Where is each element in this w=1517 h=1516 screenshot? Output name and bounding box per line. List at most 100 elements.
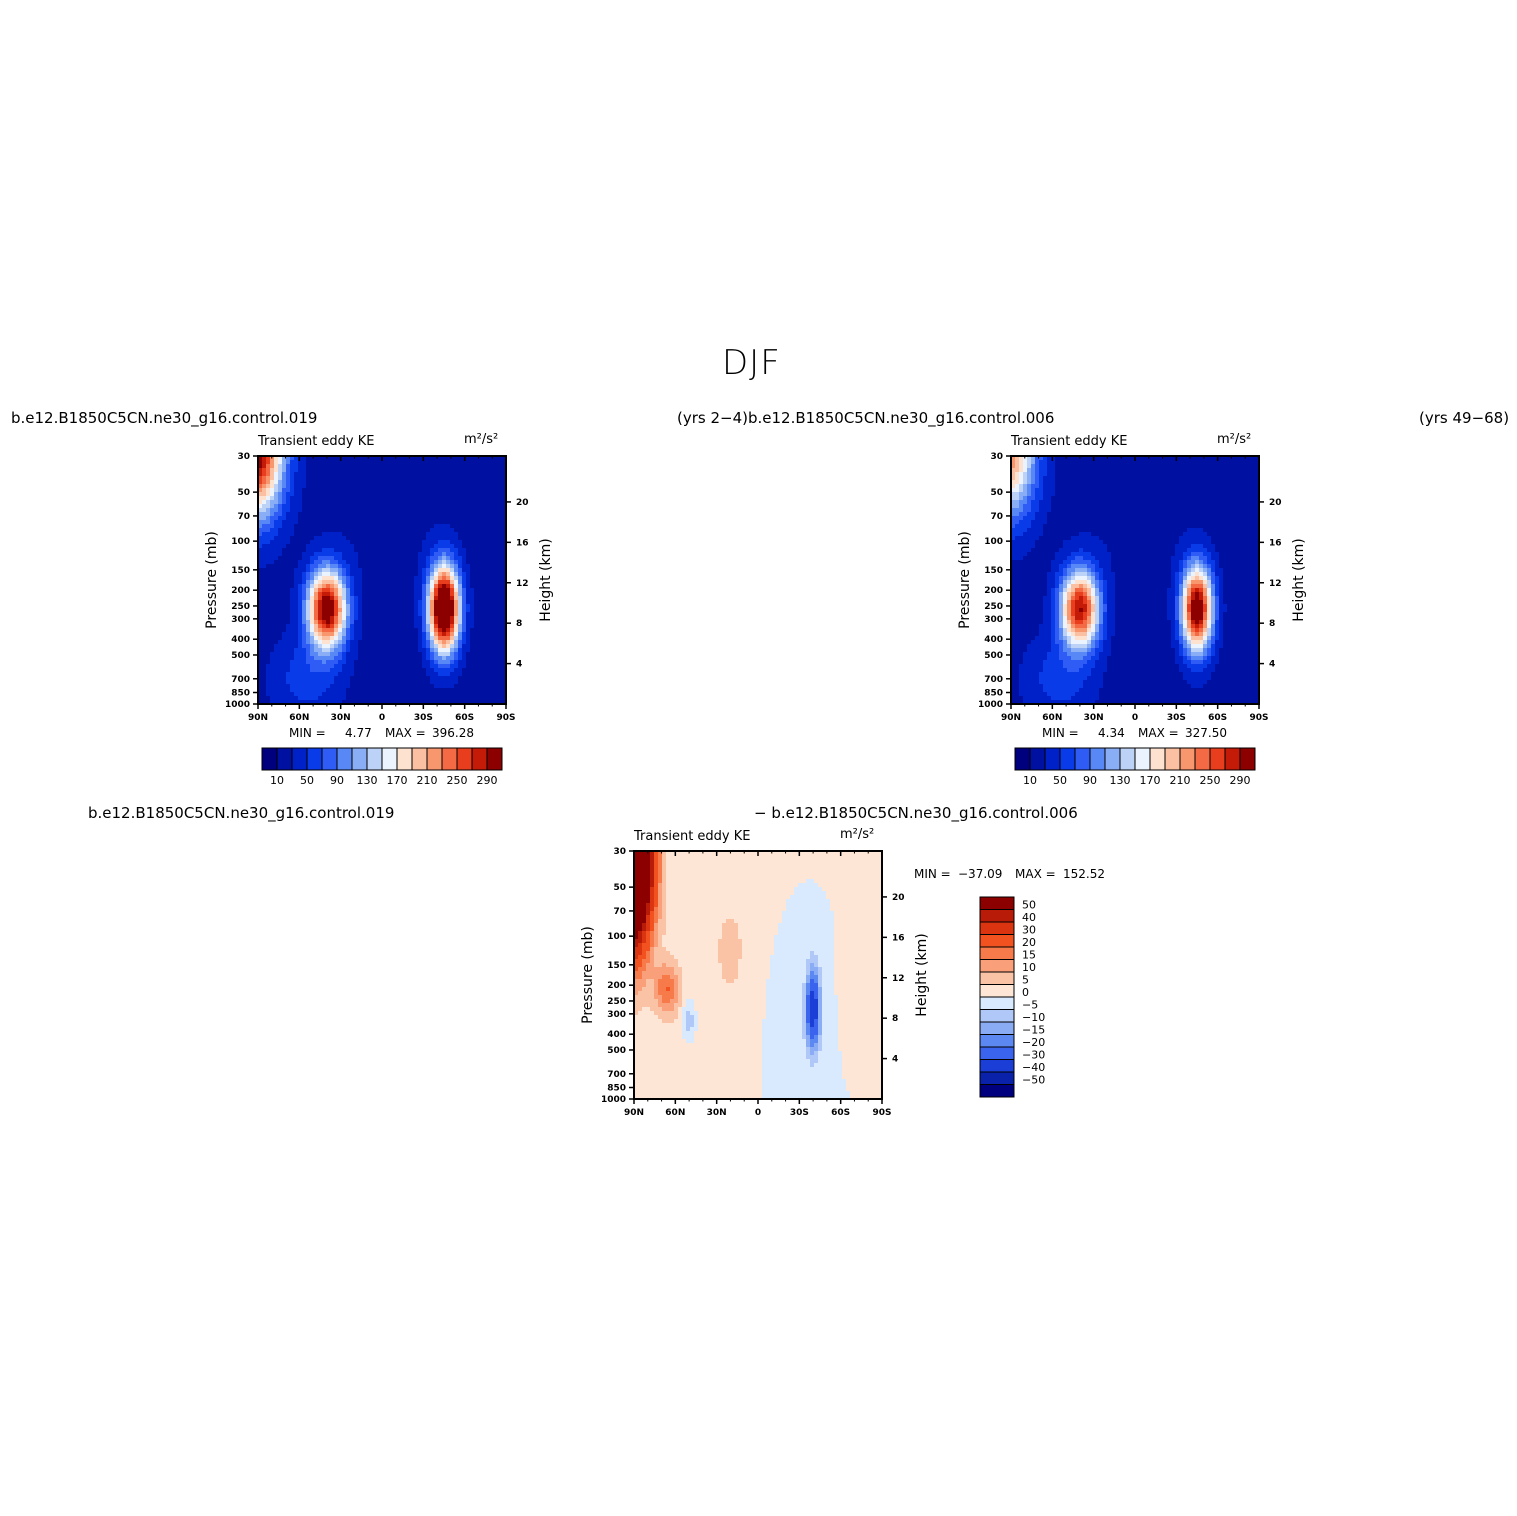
panel-1-cell <box>450 608 455 613</box>
panel-1-cell <box>434 624 439 629</box>
panel-1-cell <box>462 492 467 497</box>
panel-1-cell <box>414 632 419 637</box>
panel-1-cell <box>334 628 339 633</box>
panel-1-cell <box>402 588 407 593</box>
panel-1-cell <box>458 572 463 577</box>
panel-1-cell <box>270 480 275 485</box>
panel-1-cell <box>446 572 451 577</box>
panel-1-cell <box>462 540 467 545</box>
panel-1-cell <box>370 548 375 553</box>
panel-1-cell <box>366 568 371 573</box>
panel-1-cell <box>302 580 307 585</box>
panel-1-cell <box>370 624 375 629</box>
panel-1-cell <box>378 516 383 521</box>
panel-2-cell <box>1055 588 1060 593</box>
panel-1-cell <box>442 512 447 517</box>
panel-2-cell <box>1075 464 1080 469</box>
panel-2-cell <box>1047 584 1052 589</box>
panel-1-cell <box>342 628 347 633</box>
panel-1-cell <box>474 692 479 697</box>
panel-1-cell <box>438 604 443 609</box>
panel-1-cell <box>458 540 463 545</box>
panel-1-cell <box>330 536 335 541</box>
panel-2-cell <box>1075 476 1080 481</box>
panel-1-cell <box>478 540 483 545</box>
panel-1-cell <box>382 552 387 557</box>
panel-1-cell <box>490 688 495 693</box>
panel-1-cell <box>282 596 287 601</box>
panel-1-cell <box>366 560 371 565</box>
panel-1-cell <box>350 488 355 493</box>
panel-1-cell <box>426 524 431 529</box>
panel-2-cell <box>1019 572 1024 577</box>
panel-1-cell <box>330 516 335 521</box>
panel-2-cell <box>1075 492 1080 497</box>
panel-2-cell <box>1023 620 1028 625</box>
panel-1-cell <box>374 632 379 637</box>
panel-1-cell <box>378 696 383 701</box>
panel-1-cell <box>350 608 355 613</box>
panel-1-cell <box>310 520 315 525</box>
panel-2-cell <box>1035 620 1040 625</box>
panel-1-cell <box>478 496 483 501</box>
panel-1-cell <box>494 580 499 585</box>
panel-1-cell <box>306 572 311 577</box>
panel-1-cell <box>382 672 387 677</box>
panel-1-cell <box>306 528 311 533</box>
panel-2-cell <box>1035 576 1040 581</box>
panel-1-cell <box>358 596 363 601</box>
panel-2-cell <box>1027 504 1032 509</box>
panel-2-cell <box>1067 492 1072 497</box>
panel-1-cell <box>278 552 283 557</box>
panel-1-cell <box>342 616 347 621</box>
panel-1-cell <box>390 544 395 549</box>
panel-1-cell <box>298 580 303 585</box>
panel-1-cell <box>466 564 471 569</box>
panel-1-cell <box>338 668 343 673</box>
panel-2-cell <box>1011 632 1016 637</box>
panel-2-cell <box>1023 568 1028 573</box>
panel-1-cell <box>446 676 451 681</box>
panel-2-cell <box>1015 572 1020 577</box>
panel-1-cell <box>462 476 467 481</box>
panel-2-cell <box>1035 572 1040 577</box>
panel-2-cell <box>1015 668 1020 673</box>
panel-2-cell <box>1059 648 1064 653</box>
panel-1-cell <box>318 676 323 681</box>
panel-1-cell <box>378 500 383 505</box>
panel-1-cell <box>362 664 367 669</box>
panel-1-cell <box>474 620 479 625</box>
panel-1-cell <box>306 476 311 481</box>
panel-1-cell <box>286 532 291 537</box>
panel-2-cell <box>1011 456 1016 461</box>
panel-1-cell <box>358 520 363 525</box>
panel-1-cell <box>302 664 307 669</box>
panel-1-cell <box>502 468 507 473</box>
panel-1-cell <box>382 540 387 545</box>
panel-1-cell <box>438 544 443 549</box>
panel-1-cell <box>394 516 399 521</box>
panel-1-cell <box>498 496 503 501</box>
panel-1-cell <box>378 544 383 549</box>
panel-1-cell <box>314 532 319 537</box>
panel-2-cell <box>1055 692 1060 697</box>
panel-1-cell <box>362 656 367 661</box>
panel-1-cell <box>350 636 355 641</box>
panel-2-cell <box>1031 544 1036 549</box>
panel-1-cell <box>306 616 311 621</box>
panel-1-cell <box>274 628 279 633</box>
panel-1-cell <box>290 596 295 601</box>
panel-2-cell <box>1031 516 1036 521</box>
panel-1-cell <box>330 520 335 525</box>
panel-1-cell <box>266 548 271 553</box>
panel-1-cell <box>474 524 479 529</box>
panel-1-cell <box>310 608 315 613</box>
panel-2-cell <box>1011 524 1016 529</box>
panel-2-cell <box>1031 672 1036 677</box>
panel-1-cell <box>466 608 471 613</box>
panel-1-cell <box>426 688 431 693</box>
panel-1-cell <box>258 600 263 605</box>
panel-1-cell <box>490 616 495 621</box>
panel-2-cell <box>1027 540 1032 545</box>
panel-1-cell <box>470 528 475 533</box>
